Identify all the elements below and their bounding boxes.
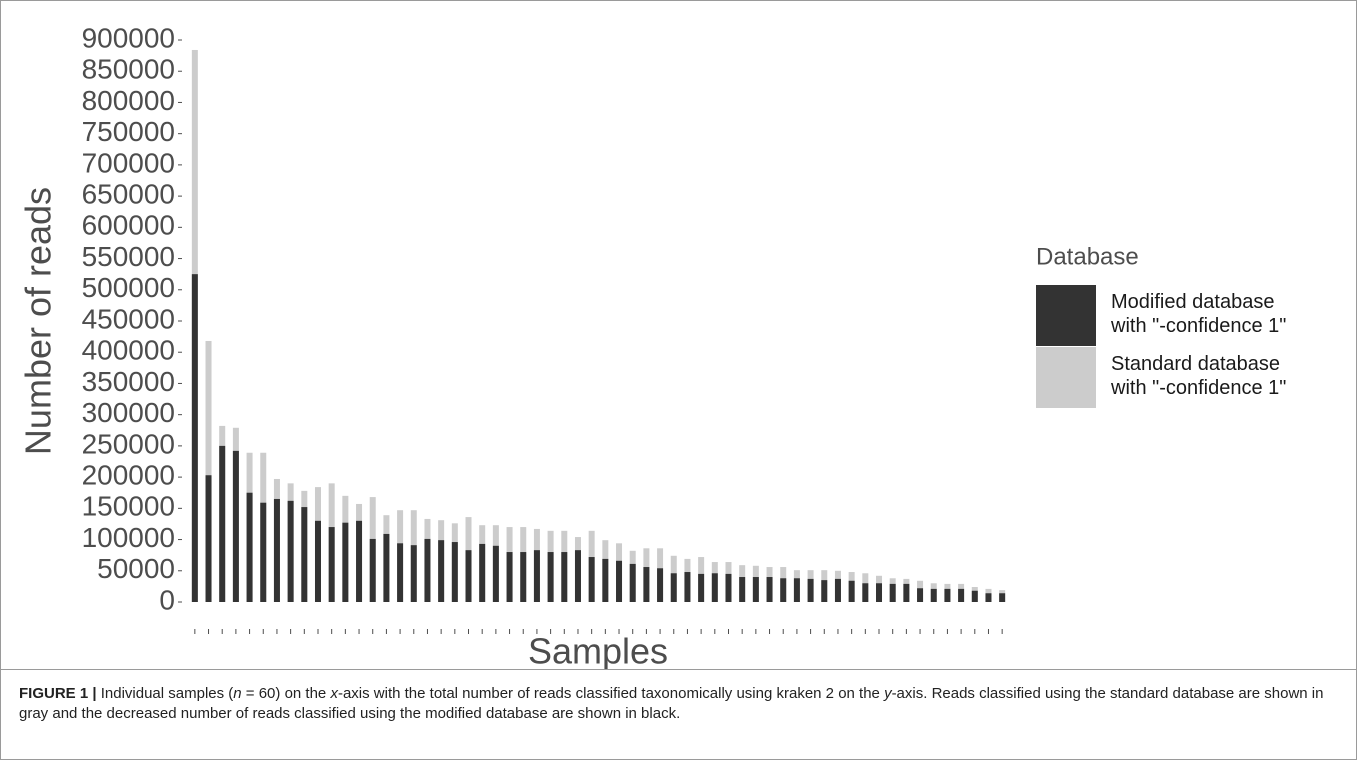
y-tick-label: 450000 xyxy=(82,303,175,334)
bar xyxy=(342,522,349,602)
y-tick-label: 100000 xyxy=(82,522,175,553)
bar xyxy=(629,563,636,602)
bar xyxy=(397,543,404,602)
y-tick-label: 200000 xyxy=(82,460,175,491)
caption-text: x xyxy=(330,685,338,702)
y-tick-label: 550000 xyxy=(82,241,175,272)
y-axis-title: Number of reads xyxy=(18,187,59,455)
bar xyxy=(314,520,321,602)
legend-title: Database xyxy=(1036,243,1139,270)
y-tick-label: 300000 xyxy=(82,397,175,428)
y-tick-label: 0 xyxy=(159,584,175,615)
bar xyxy=(985,593,992,602)
bar xyxy=(383,533,390,602)
y-tick-label: 900000 xyxy=(82,22,175,53)
caption-text: -axis. Reads classified using the standa… xyxy=(19,685,1324,722)
x-axis-title: Samples xyxy=(528,631,668,669)
y-tick-label: 250000 xyxy=(82,428,175,459)
bar xyxy=(561,552,568,602)
bar xyxy=(917,588,924,602)
bar xyxy=(698,573,705,602)
caption-label: FIGURE 1 | xyxy=(19,685,97,702)
bar xyxy=(219,445,226,602)
bar xyxy=(793,578,800,602)
bar xyxy=(752,577,759,602)
bar xyxy=(616,560,623,602)
bar xyxy=(451,542,458,602)
legend-label: Modified database with "-confidence 1" xyxy=(1111,291,1287,337)
bar xyxy=(602,558,609,602)
y-tick-label: 700000 xyxy=(82,147,175,178)
bar xyxy=(205,340,212,602)
y-tick-label: 400000 xyxy=(82,335,175,366)
bar xyxy=(328,527,335,602)
caption-text: Individual samples ( xyxy=(96,685,234,702)
caption-text: = 60) on the xyxy=(241,685,331,702)
bar xyxy=(574,550,581,602)
bar xyxy=(670,573,677,602)
bar xyxy=(958,588,965,602)
bar xyxy=(780,578,787,602)
y-tick-label: 150000 xyxy=(82,491,175,522)
y-tick-label: 650000 xyxy=(82,179,175,210)
bar xyxy=(930,588,937,602)
y-tick-label: 750000 xyxy=(82,116,175,147)
bar xyxy=(711,573,718,602)
bar xyxy=(657,568,664,602)
y-tick-label: 600000 xyxy=(82,210,175,241)
legend-key xyxy=(1036,347,1096,408)
bar xyxy=(903,583,910,602)
bar xyxy=(369,538,376,602)
caption-text: y xyxy=(884,685,892,702)
bar xyxy=(999,593,1006,602)
y-tick-label: 500000 xyxy=(82,272,175,303)
caption: FIGURE 1 | Individual samples (n = 60) o… xyxy=(19,684,1339,724)
bar xyxy=(862,583,869,602)
bar xyxy=(766,577,773,602)
y-tick-label: 850000 xyxy=(82,54,175,85)
bar xyxy=(410,545,417,602)
y-tick-label: 50000 xyxy=(97,553,175,584)
bar xyxy=(739,577,746,602)
bar xyxy=(205,475,212,602)
y-tick-label: 800000 xyxy=(82,85,175,116)
bar xyxy=(492,545,499,602)
bar xyxy=(246,492,253,602)
bar xyxy=(273,498,280,602)
bar xyxy=(876,583,883,602)
bar xyxy=(848,580,855,602)
bar xyxy=(301,507,308,602)
caption-rule xyxy=(1,669,1356,670)
bar xyxy=(889,583,896,602)
bar xyxy=(465,550,472,602)
bar xyxy=(821,580,828,602)
bar xyxy=(232,450,239,602)
bar xyxy=(438,540,445,602)
chart: Number of reads Samples Database 0500001… xyxy=(18,22,1139,669)
caption-text: -axis with the total number of reads cla… xyxy=(337,685,885,702)
bar xyxy=(260,502,267,602)
bar xyxy=(506,552,513,602)
bar xyxy=(725,573,732,602)
bar xyxy=(520,552,527,602)
caption-text: n xyxy=(233,685,242,702)
bar xyxy=(971,590,978,602)
legend-label: Standard database with "-confidence 1" xyxy=(1111,353,1287,399)
bar xyxy=(479,543,486,602)
bar xyxy=(424,538,431,602)
bar xyxy=(287,500,294,602)
bar xyxy=(356,520,363,602)
bar xyxy=(588,557,595,602)
bar xyxy=(684,572,691,602)
legend-key xyxy=(1036,285,1096,346)
bar xyxy=(944,588,951,602)
bar xyxy=(834,578,841,602)
bar xyxy=(533,550,540,602)
bar xyxy=(643,567,650,602)
y-tick-label: 350000 xyxy=(82,366,175,397)
bar xyxy=(807,578,814,602)
bar xyxy=(191,274,198,602)
bar xyxy=(547,552,554,602)
